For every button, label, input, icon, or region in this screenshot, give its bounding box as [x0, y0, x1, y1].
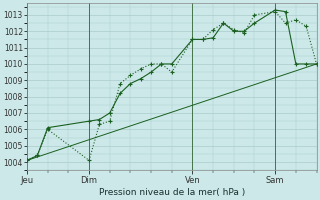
X-axis label: Pression niveau de la mer( hPa ): Pression niveau de la mer( hPa ): [99, 188, 245, 197]
